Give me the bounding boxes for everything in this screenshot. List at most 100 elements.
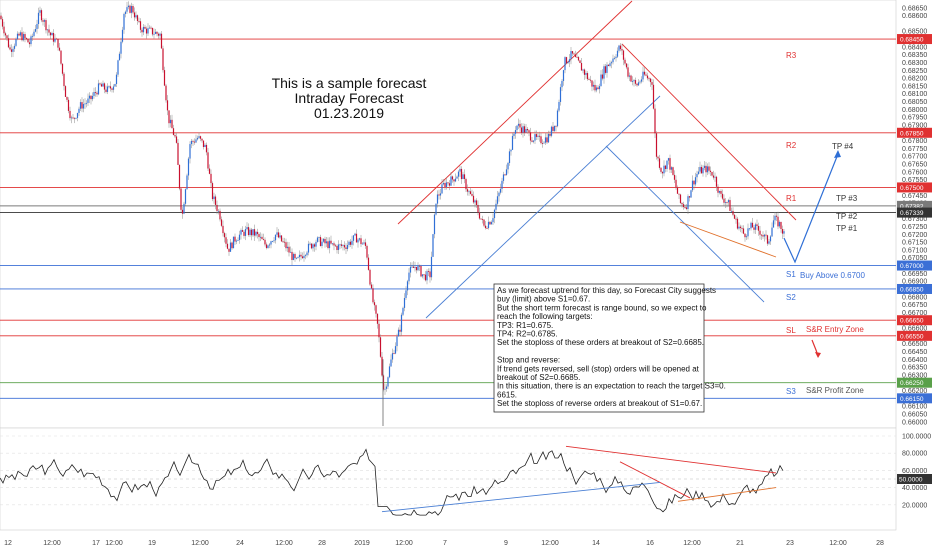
candle-body (157, 33, 160, 36)
candle-body (250, 229, 253, 236)
candle-body (600, 74, 602, 87)
time-tick-label: 28 (876, 540, 884, 547)
candle-body (543, 142, 545, 144)
candle-body (342, 245, 344, 246)
candle-body (763, 234, 766, 237)
candle-body (141, 29, 143, 33)
candle-body (735, 218, 737, 220)
candle-body (199, 136, 202, 139)
candle-body (507, 162, 509, 170)
candle-body (375, 305, 377, 314)
candle-body (483, 219, 485, 226)
candle-body (637, 82, 640, 86)
candle-body (330, 240, 332, 244)
candle-body (355, 233, 358, 243)
candle-body (402, 307, 404, 315)
candle-body (276, 232, 278, 235)
candle-body (354, 233, 356, 236)
oscillator-tick-label: 20.0000 (902, 502, 927, 509)
time-tick-label: 12:00 (541, 540, 559, 547)
candle-body (232, 236, 235, 249)
candle-body (573, 53, 575, 55)
candle-body (58, 47, 61, 51)
candle-body (325, 241, 328, 244)
candle-body (349, 241, 352, 245)
candle-body (159, 33, 161, 36)
level-price-tag-text: 0.66550 (900, 333, 924, 340)
candle-body (477, 204, 479, 213)
candle-body (762, 235, 764, 237)
candle-body (448, 183, 451, 186)
candle-body (679, 194, 682, 204)
candle-body (495, 203, 497, 210)
candle-body (304, 255, 307, 257)
candle-body (421, 274, 424, 277)
candle-body (729, 200, 731, 211)
oscillator-red-trendline (619, 461, 691, 499)
candle-body (22, 34, 25, 41)
candle-body (430, 256, 433, 278)
candle-body (177, 142, 179, 165)
candle-body (280, 235, 283, 242)
candle-body (192, 140, 194, 142)
candle-body (387, 377, 389, 387)
candle-body (66, 96, 68, 100)
candle-body (334, 245, 337, 247)
oscillator-current-tag (897, 474, 932, 484)
candle-body (769, 236, 772, 242)
candle-body (589, 79, 592, 81)
candle-body (352, 235, 355, 241)
candle-body (540, 136, 542, 144)
candle-body (643, 71, 646, 75)
candle-body (748, 228, 751, 230)
candle-body (547, 133, 550, 143)
candle-body (36, 24, 38, 30)
price-tick-label: 0.67950 (902, 115, 927, 122)
price-tick-label: 0.67100 (902, 247, 927, 254)
price-tick-label: 0.66500 (902, 341, 927, 348)
candle-body (544, 137, 547, 143)
candle-body (96, 92, 98, 95)
candle-body (706, 166, 709, 173)
candle-body (321, 241, 323, 247)
candle-body (523, 126, 526, 133)
candle-body (345, 247, 347, 249)
time-tick-label: 24 (236, 540, 244, 547)
candle-body (496, 196, 499, 204)
candle-body (78, 108, 80, 113)
tp1-label: TP #1 (836, 224, 858, 233)
candle-body (208, 168, 211, 174)
candle-body (264, 239, 266, 245)
candle-body (471, 193, 473, 196)
candle-body (184, 189, 187, 204)
candle-body (45, 20, 47, 31)
candle-body (619, 45, 622, 50)
candle-body (358, 238, 361, 240)
candle-body (292, 253, 295, 260)
time-tick-label: 16 (646, 540, 654, 547)
candle-body (381, 356, 383, 376)
candle-body (433, 214, 436, 235)
candle-body (85, 102, 88, 104)
price-tick-label: 0.67600 (902, 169, 927, 176)
candle-body (694, 177, 697, 185)
candle-body (25, 38, 28, 40)
candle-body (258, 234, 260, 238)
candle-body (189, 144, 191, 159)
candle-body (160, 33, 163, 49)
candle-body (310, 243, 313, 249)
candle-body (295, 257, 298, 259)
candle-body (372, 288, 374, 303)
candle-body (541, 143, 544, 144)
price-panel (0, 0, 897, 429)
level-price-tag-text: 0.67382 (900, 203, 924, 210)
candle-body (678, 193, 680, 195)
price-tick-label: 0.68650 (902, 5, 927, 12)
candle-body (73, 117, 76, 119)
candle-body (297, 257, 299, 258)
candle-body (196, 137, 199, 140)
descending-resistance-line (621, 43, 797, 221)
price-tick-label: 0.66050 (902, 411, 927, 418)
price-tick-label: 0.68050 (902, 99, 927, 106)
candle-body (420, 265, 422, 277)
